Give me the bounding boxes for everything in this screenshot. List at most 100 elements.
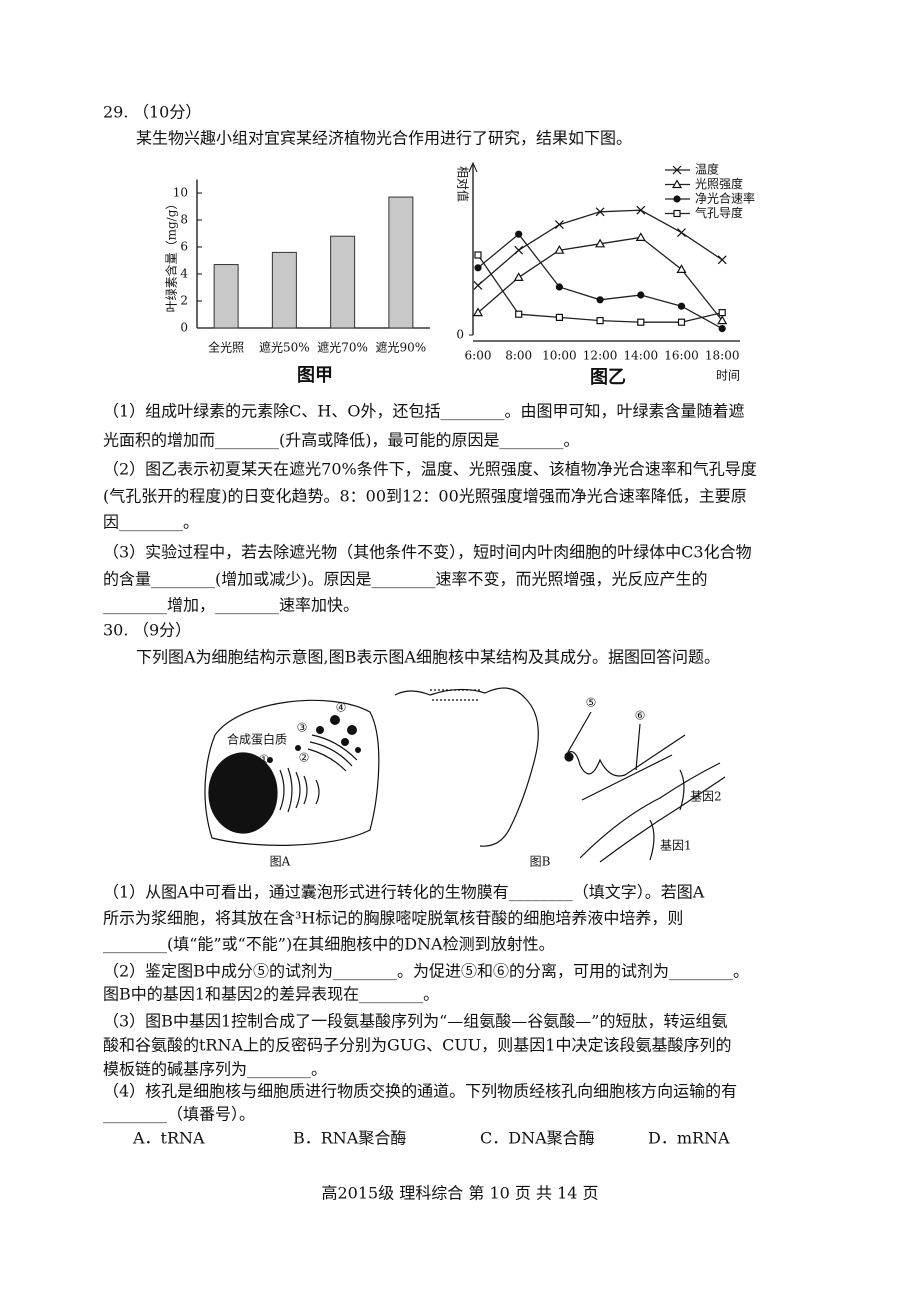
legend-label: 温度: [695, 162, 719, 177]
question-line: ________增加，________速率加快。: [103, 596, 359, 615]
question-line: （3）实验过程中，若去除遮光物（其他条件不变），短时间内叶肉细胞的叶绿体中C3化…: [103, 543, 752, 562]
marker: [515, 310, 523, 318]
x-tick-label: 遮光50%: [259, 340, 310, 355]
y-tick-label: 8: [180, 213, 188, 227]
golgi: [307, 734, 358, 772]
vesicles: [262, 715, 361, 778]
protein: [564, 752, 574, 762]
marker: [677, 228, 686, 238]
marker: [515, 230, 523, 238]
question-line: 模板链的碱基序列为________。: [103, 1060, 327, 1079]
marker: [595, 207, 605, 217]
marker: [671, 179, 683, 189]
dna-strand: [564, 734, 686, 801]
chromatin: [394, 687, 539, 847]
question-line: 所示为浆细胞，将其放在含³H标记的胸腺嘧啶脱氧核苷酸的细胞培养液中培养，则: [103, 909, 683, 928]
bar: [271, 251, 297, 329]
marker: [717, 315, 728, 325]
marker: [474, 264, 482, 272]
figure-a: [204, 699, 380, 846]
question-number: 29.: [103, 103, 128, 122]
y-tick-label: 0: [456, 328, 464, 342]
marker: [596, 296, 604, 304]
bar: [388, 196, 414, 329]
marker: [676, 264, 687, 273]
y-tick-label: 10: [173, 186, 188, 200]
marker: [673, 195, 681, 203]
marker: [718, 309, 726, 317]
y-tick-label: 0: [180, 321, 188, 335]
marker: [555, 313, 564, 321]
y-tick-label: 4: [180, 267, 188, 281]
x-tick-label: 遮光90%: [376, 340, 427, 355]
x-tick-label: 10:00: [542, 349, 577, 363]
marker: [555, 283, 564, 291]
chart-title: 图甲: [297, 365, 333, 386]
marker: [596, 317, 604, 325]
question-line: 因________。: [103, 513, 199, 532]
question-line: ________(填“能”或“不能”)在其细胞核中的DNA检测到放射性。: [103, 935, 555, 954]
question-line: 图B中的基因1和基因2的差异表现在________。: [103, 985, 439, 1004]
series-line: [477, 254, 723, 323]
figure-caption: 图B: [530, 855, 551, 869]
question-score: （9分）: [133, 621, 191, 640]
marker: [554, 220, 564, 230]
figure-label: ⑤: [586, 696, 597, 710]
x-tick-label: 12:00: [583, 349, 618, 363]
axis-arrow: [468, 161, 478, 173]
option: A．tRNA: [132, 1129, 205, 1148]
question-line: 光面积的增加而________(升高或降低)，最可能的原因是________。: [103, 431, 580, 450]
question-line: 的含量________(增加或减少)。原因是________速率不变，而光照增强…: [103, 570, 708, 589]
question-line: （1）组成叶绿素的元素除C、H、O外，还包括________。由图甲可知，叶绿素…: [103, 402, 745, 421]
y-tick-label: 2: [180, 294, 188, 308]
marker: [513, 272, 524, 281]
marker: [595, 238, 606, 248]
question-score: （10分）: [133, 103, 201, 122]
marker: [554, 244, 565, 254]
marker: [514, 245, 524, 255]
figure-annotation: 合成蛋白质: [227, 732, 287, 747]
y-axis-label: 相对值: [456, 166, 471, 202]
marker: [473, 280, 483, 290]
x-tick-label: 6:00: [465, 349, 492, 363]
marker: [472, 307, 484, 317]
marker: [718, 325, 726, 333]
marker: [672, 165, 682, 175]
chromatin-coil: [430, 689, 480, 701]
marker: [677, 302, 686, 310]
question-line: （4）核孔是细胞核与细胞质进行物质交换的通道。下列物质经核孔向细胞核方向运输的有: [103, 1082, 737, 1101]
legend-label: 净光合速率: [695, 191, 755, 206]
question-line: （3）图B中基因1控制合成了一段氨基酸序列为“—组氨酸—谷氨酸—”的短肽，转运组…: [103, 1012, 727, 1031]
marker: [637, 291, 645, 299]
footer: 高2015级 理科综合 第 10 页 共 14 页: [321, 1184, 598, 1203]
marker: [637, 318, 645, 326]
y-tick-label: 6: [180, 240, 188, 254]
x-tick-label: 14:00: [624, 349, 659, 363]
bar: [330, 235, 356, 329]
gene-label: 基因1: [660, 839, 692, 853]
option: B．RNA聚合酶: [293, 1129, 406, 1148]
chart-title: 图乙: [590, 367, 626, 388]
x-tick-label: 遮光70%: [317, 340, 368, 355]
figure-label: ④: [336, 701, 347, 715]
question-intro: 某生物兴趣小组对宜宾某经济植物光合作用进行了研究，结果如下图。: [136, 129, 632, 148]
marker: [636, 205, 646, 215]
legend-label: 气孔导度: [695, 205, 743, 220]
figure-b: [394, 687, 726, 863]
question-line: （2）鉴定图B中成分⑤的试剂为________。为促进⑤和⑥的分离，可用的试剂为…: [103, 962, 749, 981]
x-tick-label: 全光照: [208, 340, 244, 355]
figure-label: ①: [259, 753, 270, 767]
cell-outline: [204, 699, 380, 846]
question-line: 酸和谷氨酸的tRNA上的反密码子分别为GUG、CUU，则基因1中决定该段氨基酸序…: [103, 1036, 731, 1055]
marker: [673, 209, 681, 218]
question-line: （1）从图A中可看出，通过囊泡形式进行转化的生物膜有________（填文字）。…: [103, 883, 705, 902]
bar: [213, 264, 239, 329]
x-tick-label: 8:00: [505, 349, 532, 363]
double-helix: [579, 762, 726, 863]
pointer: [567, 711, 641, 771]
figure-caption: 图A: [270, 855, 291, 869]
marker: [474, 251, 482, 259]
